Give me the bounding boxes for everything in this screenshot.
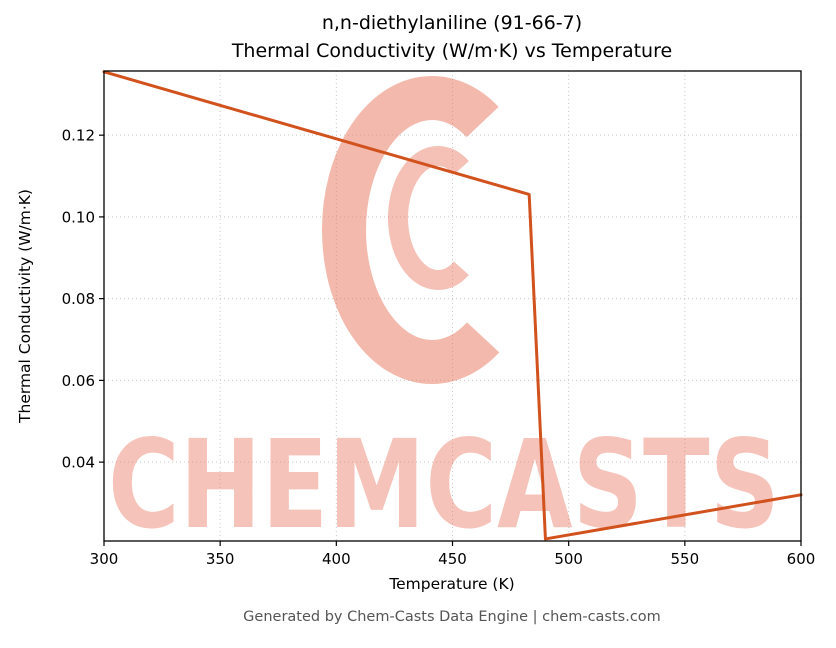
- x-tick-label: 400: [322, 550, 351, 568]
- y-axis-label: Thermal Conductivity (W/m·K): [16, 189, 34, 424]
- axis-ticks: 300 350 400 450 500 550 600 0.04 0.06 0.08 0.10 0.1…: [62, 127, 816, 568]
- y-tick-label: 0.08: [62, 290, 95, 308]
- watermark: CHEMCASTS: [108, 76, 780, 556]
- watermark-logo-icon: [322, 76, 542, 384]
- chart-title-line2: Thermal Conductivity (W/m·K) vs Temperat…: [231, 40, 672, 62]
- footer-credit: Generated by Chem-Casts Data Engine | ch…: [243, 609, 661, 625]
- chart-title-line1: n,n-diethylaniline (91-66-7): [322, 12, 582, 34]
- x-tick-label: 300: [90, 550, 119, 568]
- x-tick-label: 450: [438, 550, 467, 568]
- x-tick-label: 500: [554, 550, 583, 568]
- y-tick-label: 0.06: [62, 372, 95, 390]
- x-tick-label: 550: [671, 550, 700, 568]
- y-tick-label: 0.12: [62, 127, 95, 145]
- data-line-series: [102, 70, 803, 541]
- watermark-text: CHEMCASTS: [108, 414, 780, 556]
- x-tick-label: 350: [206, 550, 235, 568]
- x-tick-label: 600: [787, 550, 816, 568]
- y-tick-label: 0.10: [62, 208, 95, 226]
- y-tick-label: 0.04: [62, 454, 95, 472]
- x-axis-label: Temperature (K): [388, 575, 514, 593]
- grid-lines: [103, 71, 802, 541]
- watermark-logo-swirl-icon: [388, 146, 488, 290]
